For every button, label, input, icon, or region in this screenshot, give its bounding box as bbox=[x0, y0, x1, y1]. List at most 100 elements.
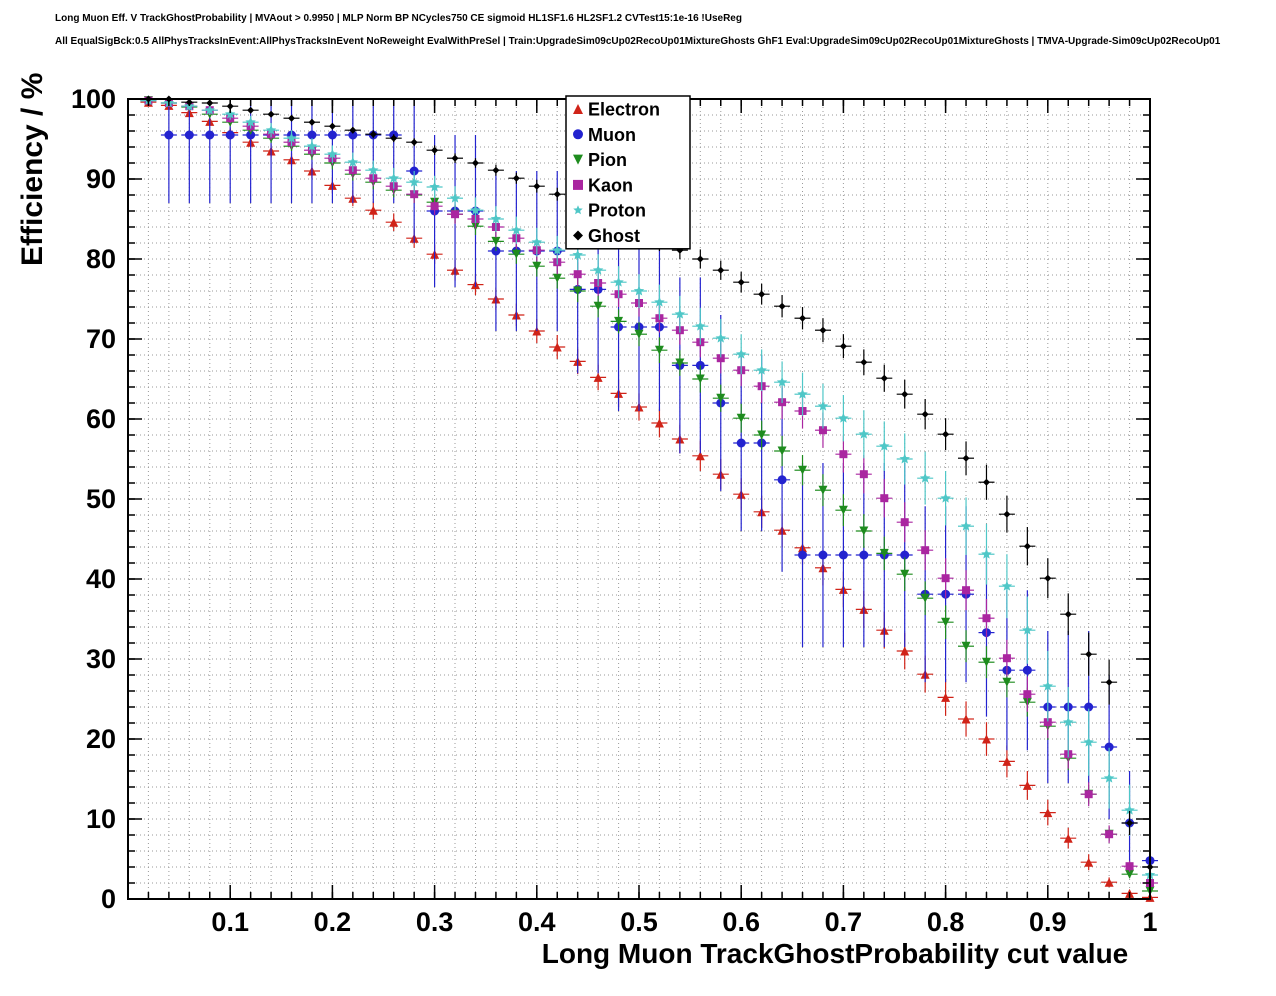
legend-item: Electron bbox=[573, 100, 660, 120]
square-marker-icon bbox=[962, 586, 971, 595]
legend-box bbox=[565, 95, 691, 250]
square-marker-icon bbox=[573, 179, 583, 190]
triangle-down-marker-icon bbox=[573, 154, 583, 165]
star-marker-icon bbox=[1124, 804, 1135, 815]
star-marker-icon bbox=[1063, 716, 1074, 727]
diamond-marker-icon bbox=[758, 290, 766, 298]
y-tick-label: 30 bbox=[86, 644, 116, 674]
triangle-down-marker-icon bbox=[1002, 677, 1012, 687]
triangle-up-marker-icon bbox=[573, 104, 583, 114]
diamond-marker-icon bbox=[1105, 678, 1113, 686]
diamond-marker-icon bbox=[471, 159, 479, 167]
triangle-down-marker-icon bbox=[838, 505, 848, 515]
star-marker-icon bbox=[613, 276, 624, 287]
triangle-down-marker-icon bbox=[879, 548, 889, 558]
star-marker-icon bbox=[368, 164, 379, 175]
circle-marker-icon bbox=[777, 475, 787, 485]
circle-marker-icon bbox=[900, 550, 910, 560]
x-tick-label: 0.7 bbox=[825, 907, 863, 937]
circle-marker-icon bbox=[1084, 702, 1094, 712]
diamond-marker-icon bbox=[308, 118, 316, 126]
star-marker-icon bbox=[919, 472, 931, 483]
diamond-marker-icon bbox=[431, 146, 439, 154]
square-marker-icon bbox=[1023, 690, 1032, 699]
triangle-down-marker-icon bbox=[716, 393, 726, 403]
star-marker-icon bbox=[347, 156, 359, 167]
x-tick-label: 0.3 bbox=[416, 907, 454, 937]
diamond-marker-icon bbox=[1126, 819, 1134, 827]
star-marker-icon bbox=[470, 204, 481, 215]
circle-marker-icon bbox=[307, 130, 317, 140]
circle-marker-icon bbox=[573, 129, 583, 140]
triangle-up-marker-icon bbox=[941, 692, 951, 702]
triangle-up-marker-icon bbox=[1084, 857, 1094, 867]
diamond-marker-icon bbox=[880, 374, 888, 382]
triangle-down-marker-icon bbox=[511, 249, 521, 259]
triangle-down-marker-icon bbox=[981, 657, 991, 667]
circle-marker-icon bbox=[838, 550, 848, 560]
triangle-up-marker-icon bbox=[368, 205, 378, 215]
triangle-down-marker-icon bbox=[552, 273, 562, 283]
star-marker-icon bbox=[408, 176, 420, 187]
square-marker-icon bbox=[1002, 654, 1011, 663]
star-marker-icon bbox=[592, 264, 604, 275]
diamond-marker-icon bbox=[553, 190, 561, 198]
diamond-marker-icon bbox=[860, 358, 868, 366]
legend-item: Proton bbox=[573, 201, 646, 221]
diamond-marker-icon bbox=[533, 182, 541, 190]
legend-item-label: Electron bbox=[588, 100, 660, 120]
diamond-marker-icon bbox=[349, 126, 357, 134]
y-tick-label: 0 bbox=[101, 884, 116, 914]
circle-marker-icon bbox=[818, 550, 828, 560]
star-marker-icon bbox=[695, 320, 706, 331]
legend-item-label: Ghost bbox=[588, 226, 640, 246]
legend-item: Pion bbox=[573, 150, 627, 170]
diamond-marker-icon bbox=[410, 138, 418, 146]
x-tick-label: 0.5 bbox=[620, 907, 658, 937]
diamond-marker-icon bbox=[717, 266, 725, 274]
triangle-up-marker-icon bbox=[654, 418, 664, 428]
star-marker-icon bbox=[531, 236, 543, 247]
square-marker-icon bbox=[941, 574, 950, 583]
y-tick-label: 100 bbox=[71, 84, 116, 114]
x-tick-label: 0.4 bbox=[518, 907, 556, 937]
legend-item-label: Kaon bbox=[588, 175, 633, 195]
legend-item: Muon bbox=[573, 125, 636, 145]
square-marker-icon bbox=[1084, 790, 1093, 799]
legend: Electron Muon Pion Kaon Proton Ghost bbox=[565, 95, 691, 250]
star-marker-icon bbox=[552, 244, 563, 255]
square-marker-icon bbox=[451, 210, 460, 219]
plot-title-line2: All EqualSigBck:0.5 AllPhysTracksInEvent… bbox=[55, 36, 1221, 47]
square-marker-icon bbox=[430, 202, 439, 211]
diamond-marker-icon bbox=[390, 134, 398, 142]
star-marker-icon bbox=[735, 348, 747, 359]
circle-marker-icon bbox=[736, 438, 746, 448]
triangle-up-marker-icon bbox=[389, 217, 399, 227]
triangle-up-marker-icon bbox=[593, 372, 603, 382]
circle-marker-icon bbox=[1104, 742, 1114, 752]
diamond-marker-icon bbox=[247, 106, 255, 114]
legend-item-label: Pion bbox=[588, 150, 627, 170]
diamond-marker-icon bbox=[267, 110, 275, 118]
diamond-marker-icon bbox=[328, 122, 336, 130]
square-marker-icon bbox=[1043, 718, 1052, 727]
y-tick-label: 20 bbox=[86, 724, 116, 754]
square-marker-icon bbox=[982, 614, 991, 623]
triangle-down-marker-icon bbox=[859, 526, 869, 536]
star-marker-icon bbox=[449, 192, 461, 203]
star-marker-icon bbox=[981, 548, 992, 559]
circle-marker-icon bbox=[327, 130, 337, 140]
diamond-marker-icon bbox=[799, 314, 807, 322]
star-marker-icon bbox=[756, 364, 767, 375]
triangle-down-marker-icon bbox=[920, 593, 930, 603]
star-marker-icon bbox=[940, 492, 951, 503]
star-marker-icon bbox=[899, 453, 910, 464]
star-marker-icon bbox=[879, 440, 890, 451]
triangle-up-marker-icon bbox=[961, 714, 971, 724]
axis-ticks bbox=[128, 98, 1151, 900]
y-tick-label: 90 bbox=[86, 164, 116, 194]
circle-marker-icon bbox=[225, 130, 235, 140]
triangle-up-marker-icon bbox=[552, 342, 562, 352]
square-marker-icon bbox=[1125, 862, 1134, 871]
star-marker-icon bbox=[573, 205, 583, 215]
